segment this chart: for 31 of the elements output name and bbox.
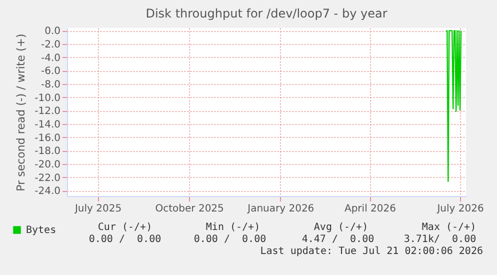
y-tick-label: -24.0 bbox=[34, 186, 60, 198]
y-tick-label: -22.0 bbox=[34, 172, 60, 184]
chart-title: Disk throughput for /dev/loop7 - by year bbox=[146, 6, 388, 21]
text: 0.00 / 0.00 bbox=[88, 234, 162, 245]
text: Avg (-/+) bbox=[314, 222, 368, 233]
y-tick-label: -14.0 bbox=[34, 120, 60, 130]
text: 3.71k/ 0.00 bbox=[404, 234, 476, 245]
legend-label: Bytes bbox=[26, 225, 56, 236]
y-tick-label: -18.0 bbox=[34, 146, 60, 158]
text: Cur (-/+) bbox=[98, 222, 152, 233]
y-tick-label: -20.0 bbox=[34, 160, 60, 170]
x-tick-label: October 2025 bbox=[155, 204, 224, 214]
y-tick-label: -12.0 bbox=[34, 106, 60, 118]
line-series bbox=[446, 30, 462, 182]
x-tick-label: April 2026 bbox=[344, 204, 396, 214]
y-tick-label: -2.0 bbox=[40, 40, 60, 50]
x-tick-label: July 2026 bbox=[436, 204, 484, 214]
y-tick-label: -6.0 bbox=[40, 66, 60, 78]
y-tick-label: -4.0 bbox=[40, 52, 60, 64]
text: Last update: Tue Jul 21 02:00:06 2026 bbox=[260, 246, 483, 257]
y-tick-label: -10.0 bbox=[34, 92, 60, 104]
y-tick-label: 0.0 bbox=[44, 26, 60, 38]
y-axis-title: Pr second read (-) / write (+) bbox=[14, 34, 28, 192]
x-tick-label: January 2026 bbox=[246, 204, 314, 214]
text: 4.47 / 0.00 bbox=[302, 234, 374, 245]
text: Min (-/+) bbox=[206, 222, 260, 233]
text: 0.00 / 0.00 bbox=[194, 234, 266, 245]
text: Max (-/+) bbox=[422, 222, 476, 233]
x-tick-label: July 2025 bbox=[74, 204, 122, 214]
y-tick-label: -16.0 bbox=[34, 132, 60, 144]
y-tick-label: -8.0 bbox=[40, 80, 60, 90]
